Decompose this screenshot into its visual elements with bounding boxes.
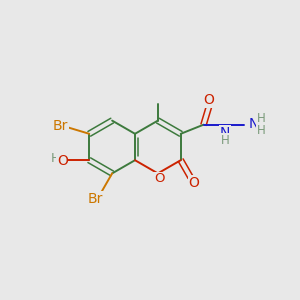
- Text: H: H: [50, 152, 60, 165]
- Text: N: N: [220, 126, 230, 140]
- Text: O: O: [189, 176, 200, 190]
- Text: O: O: [154, 172, 165, 185]
- Text: Br: Br: [52, 119, 68, 133]
- Text: H: H: [257, 124, 266, 136]
- Text: H: H: [257, 112, 266, 124]
- Text: Br: Br: [88, 192, 103, 206]
- Text: N: N: [248, 117, 259, 131]
- Text: H: H: [221, 134, 230, 147]
- Text: O: O: [203, 93, 214, 107]
- Text: O: O: [57, 154, 68, 168]
